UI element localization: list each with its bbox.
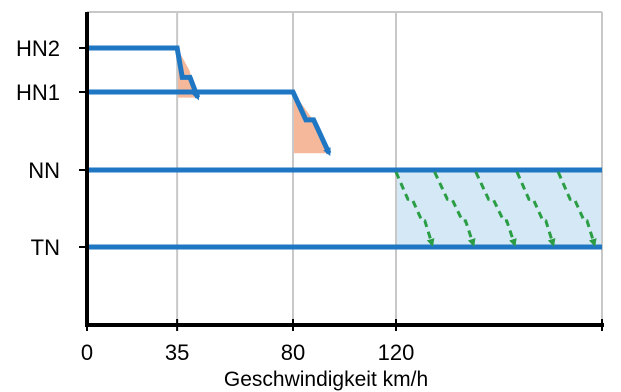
series-lines — [87, 45, 602, 250]
shaded-regions — [177, 48, 602, 247]
level-label-TN: TN — [31, 235, 60, 260]
x-tick-label-0: 0 — [81, 340, 93, 365]
labels: 0 35 80 120 HN2 HN1 NN TN — [16, 36, 414, 365]
transition-arrow-0 — [394, 171, 435, 247]
transition-arrow-3 — [515, 171, 556, 247]
series-line-1 — [87, 89, 332, 157]
series-line-0 — [87, 45, 201, 101]
transition-arrows — [394, 171, 597, 247]
level-label-HN2: HN2 — [16, 36, 60, 61]
x-tick-label-2: 80 — [281, 340, 305, 365]
transition-arrow-2 — [474, 171, 517, 247]
x-axis-title: Geschwindigkeit km/h — [224, 368, 428, 391]
x-tick-label-3: 120 — [378, 340, 415, 365]
level-label-NN: NN — [28, 158, 60, 183]
transition-arrow-1 — [433, 171, 476, 247]
axes — [79, 12, 604, 331]
x-tick-label-1: 35 — [165, 340, 189, 365]
level-label-HN1: HN1 — [16, 80, 60, 105]
shaded-region-2 — [396, 170, 602, 247]
transition-arrow-4 — [556, 171, 597, 247]
